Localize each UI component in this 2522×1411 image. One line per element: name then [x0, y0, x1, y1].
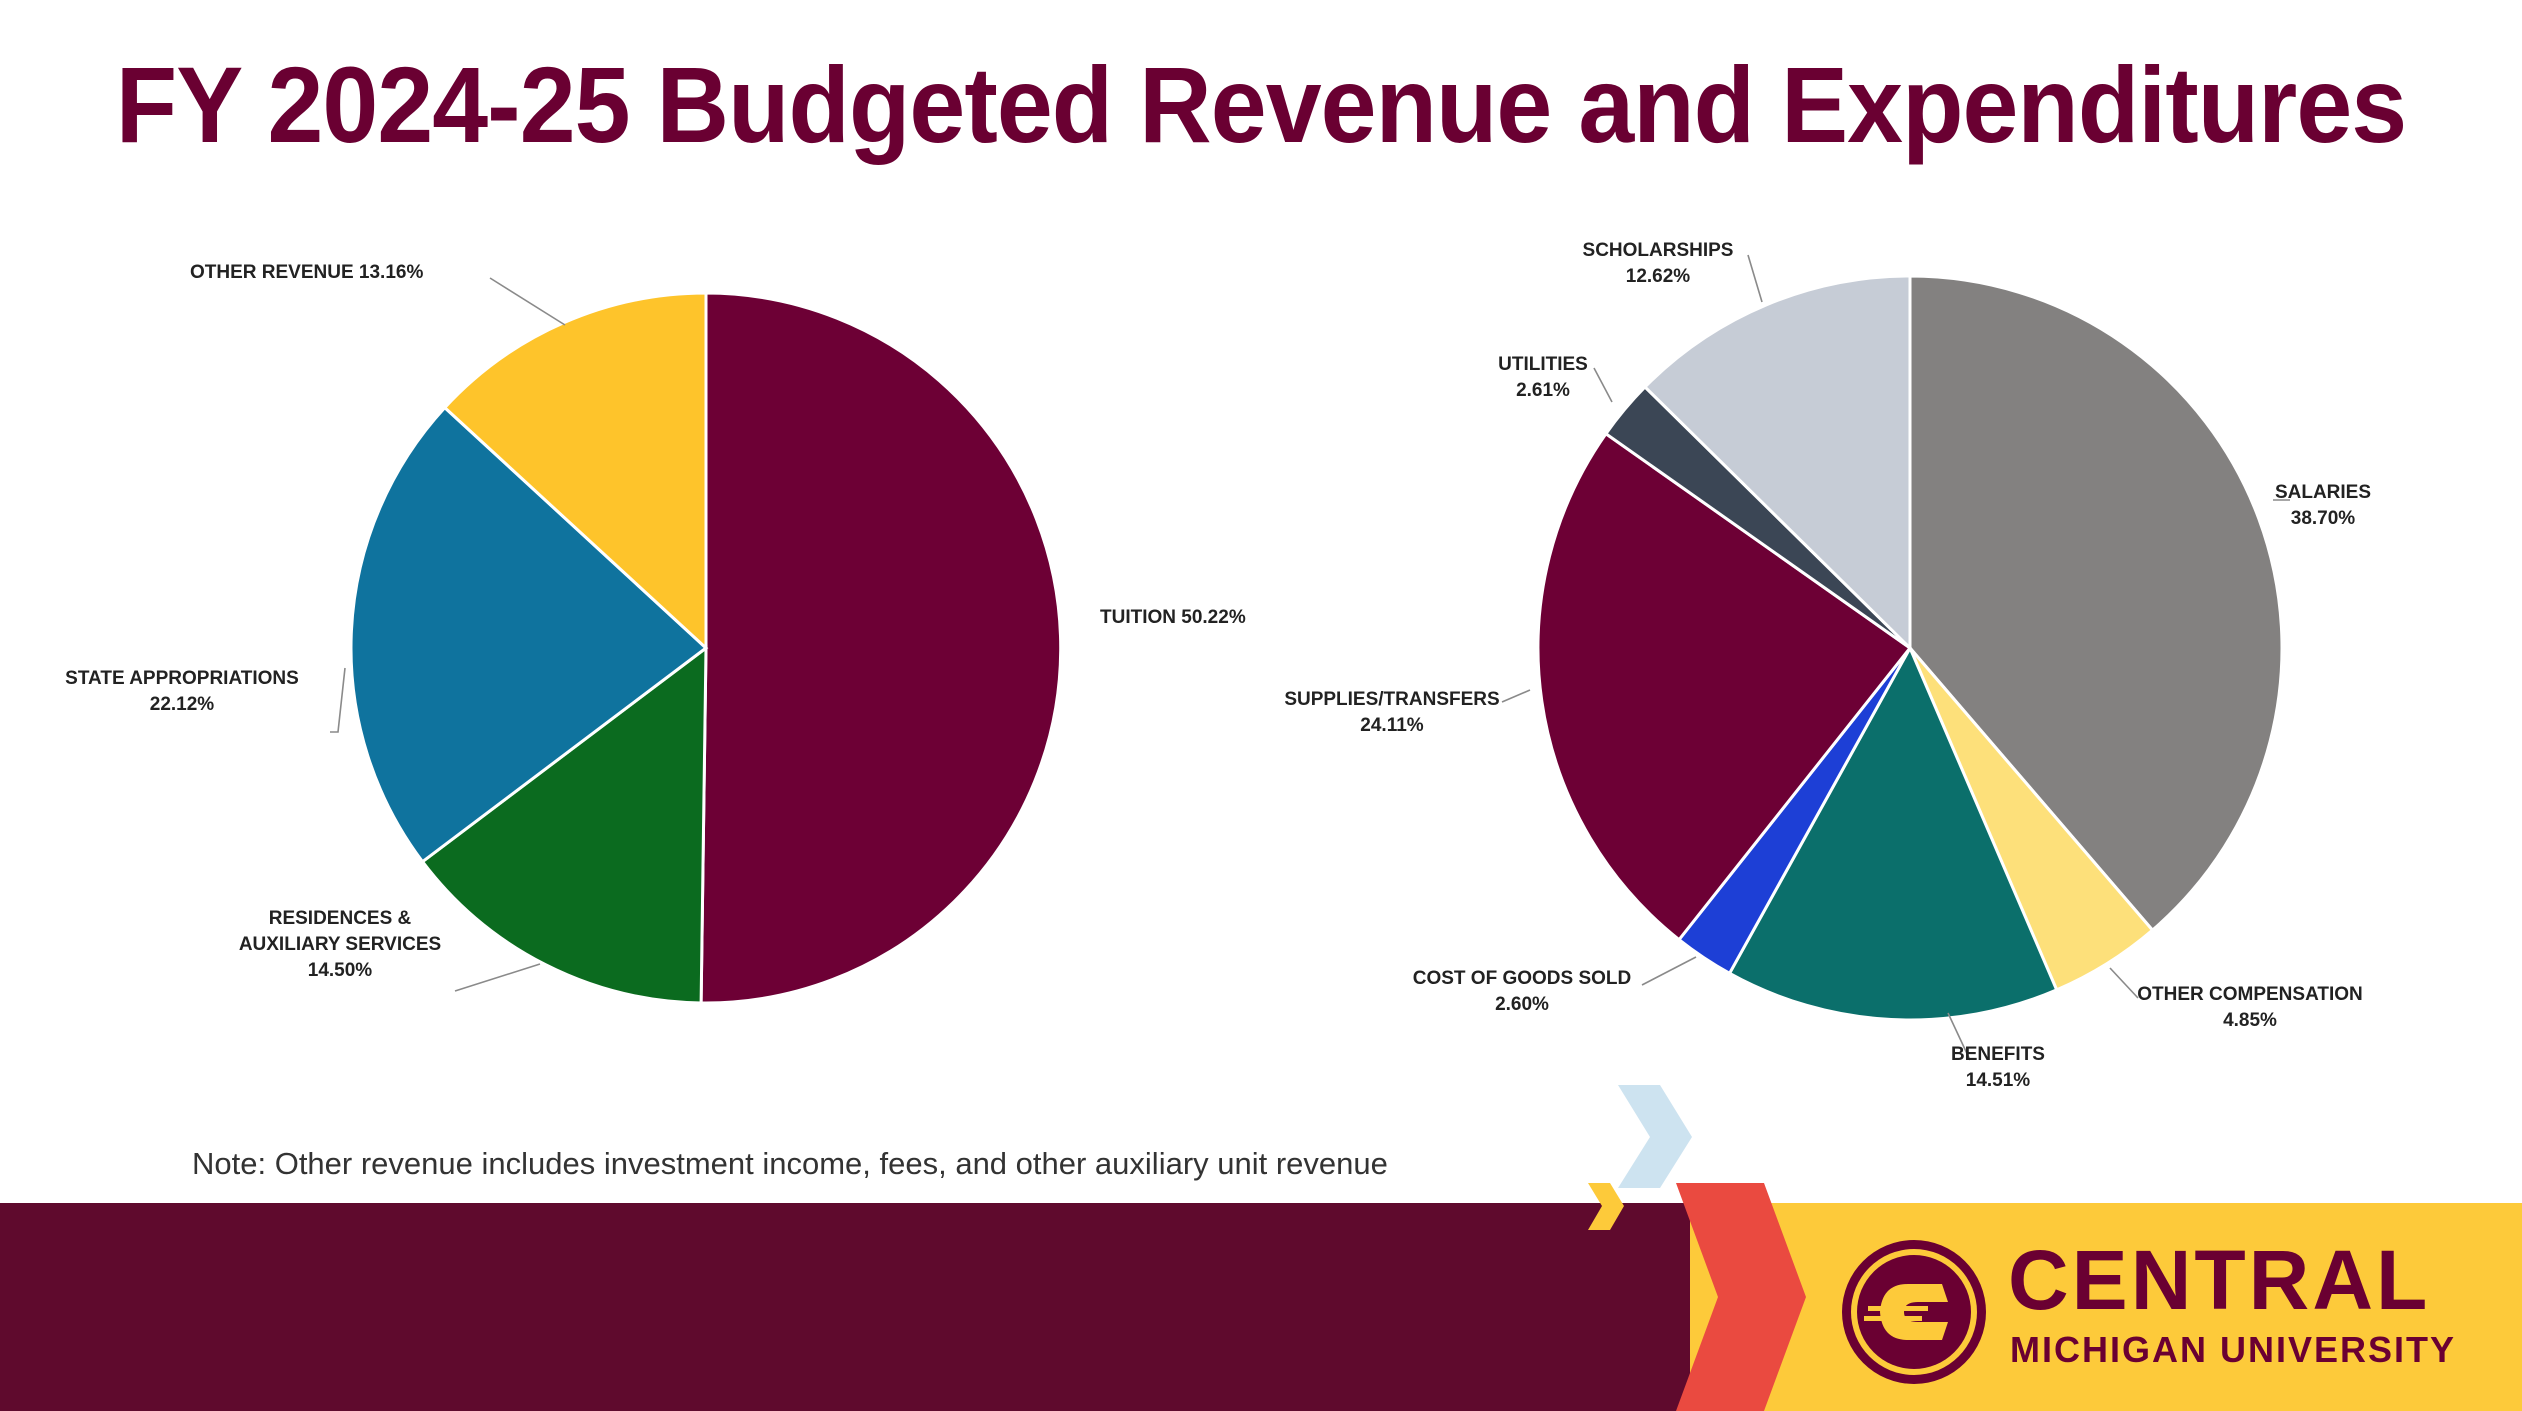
- data-label-salaries: SALARIES 38.70%: [2275, 482, 2371, 529]
- data-label-other-compensation: OTHER COMPENSATION 4.85%: [2137, 984, 2363, 1031]
- pie-slice-salaries: [1908, 274, 2284, 933]
- data-label-utilities: UTILITIES 2.61%: [1498, 354, 1588, 401]
- logo-wordmark: CENTRAL: [2008, 1233, 2431, 1327]
- data-label-cost-of-goods-sold: COST OF GOODS SOLD 2.60%: [1413, 968, 1632, 1015]
- pie-slice-other-revenue: [442, 291, 708, 652]
- revenue-pie-chart: TUITION 50.22% RESIDENCES & AUXILIARY SERV…: [65, 262, 1246, 1005]
- logo-subtitle: MICHIGAN UNIVERSITY: [2010, 1329, 2457, 1370]
- leader-line-cost-of-goods-sold: [1641, 956, 1697, 986]
- leader-line-state-appropriations: [330, 667, 346, 733]
- slide-title: FY 2024-25 Budgeted Revenue and Expendit…: [115, 44, 2407, 165]
- expenditures-pie-chart: SALARIES 38.70% OTHER COMPENSATION 4.85% BEN…: [1284, 240, 2371, 1091]
- data-label-benefits: BENEFITS 14.51%: [1951, 1044, 2045, 1091]
- data-label-other-revenue: OTHER REVENUE 13.16%: [190, 262, 423, 283]
- leader-line-benefits: [1947, 1012, 1971, 1061]
- footnote: Note: Other revenue includes investment …: [192, 1146, 1388, 1181]
- leader-line-supplies-transfers: [1501, 689, 1531, 703]
- leader-line-utilities: [1593, 367, 1613, 403]
- leader-line-scholarships: [1747, 254, 1763, 303]
- pie-slice-tuition: [699, 291, 1063, 1005]
- university-logo: CENTRAL MICHIGAN UNIVERSITY: [1838, 1236, 2522, 1411]
- pie-slice-state-appropriations: [349, 405, 709, 864]
- data-label-supplies-transfers: SUPPLIES/TRANSFERS 24.11%: [1284, 689, 1499, 736]
- pie-slice-supplies-transfers: [1536, 431, 1913, 942]
- data-label-residences-auxiliary-services: RESIDENCES & AUXILIARY SERVICES 14.50%: [239, 908, 441, 981]
- pie-slice-scholarships: [1642, 274, 1912, 652]
- leader-line-other-compensation: [2109, 967, 2139, 999]
- pie-slice-residences-auxiliary-services: [420, 644, 708, 1005]
- leader-line-other-revenue: [489, 277, 566, 326]
- data-label-scholarships: SCHOLARSHIPS 12.62%: [1583, 240, 1734, 287]
- data-label-tuition: TUITION 50.22%: [1100, 607, 1246, 628]
- data-label-state-appropriations: STATE APPROPRIATIONS 22.12%: [65, 668, 299, 715]
- action-c-emblem-icon: [1842, 1240, 1986, 1384]
- pie-slice-benefits: [1727, 644, 2059, 1022]
- leader-line-residences-auxiliary-services: [454, 963, 541, 992]
